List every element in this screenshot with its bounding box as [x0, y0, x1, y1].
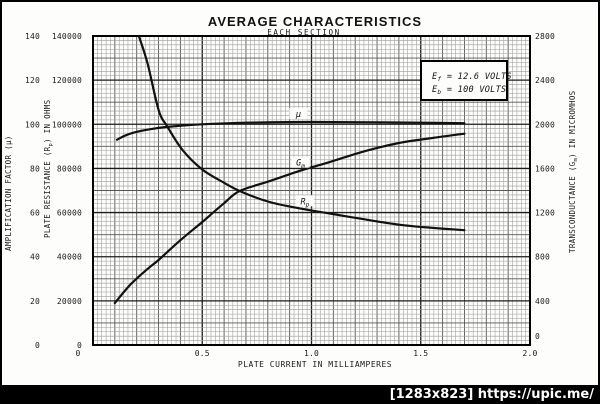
plot-frame	[92, 35, 531, 346]
tick-amplification: 60	[30, 209, 40, 218]
tick-transconductance: 2000	[535, 120, 555, 129]
tick-plate-resistance: 20000	[57, 297, 82, 306]
axis-title-amplification-factor: AMPLIFICATION FACTOR (μ)	[4, 135, 13, 251]
tick-plate-resistance: 0	[77, 341, 82, 350]
legend-condition-1: Ef = 12.6 VOLTS	[432, 72, 512, 83]
tick-plate-current: 0.5	[195, 349, 210, 358]
curve-label-rp: Rp	[301, 197, 310, 208]
curve-label-mu: μ	[295, 110, 301, 120]
legend-box-frame	[420, 60, 508, 101]
tick-transconductance: 0	[535, 332, 540, 341]
chart-subtitle: EACH SECTION	[267, 28, 340, 37]
curve-rp	[137, 34, 466, 232]
legend-condition-2: Eb = 100 VOLTS	[432, 85, 506, 96]
tick-amplification: 0	[35, 341, 40, 350]
tick-plate-current: 0	[75, 349, 80, 358]
curve-label-patch-rp	[295, 195, 314, 207]
tick-amplification: 20	[30, 297, 40, 306]
tick-transconductance: 800	[535, 253, 550, 262]
tick-plate-resistance: 100000	[52, 120, 82, 129]
tick-plate-resistance: 120000	[52, 76, 82, 85]
tick-plate-current: 1.5	[413, 349, 428, 358]
tick-transconductance: 400	[535, 297, 550, 306]
chart-title: AVERAGE CHARACTERISTICS	[208, 14, 422, 29]
tick-amplification: 100	[25, 120, 40, 129]
curve-mu	[115, 120, 466, 141]
tick-transconductance: 2800	[535, 32, 555, 41]
watermark-bar: [1283x823] https://upic.me/	[0, 385, 600, 404]
tick-plate-resistance: 140000	[52, 32, 82, 41]
tick-amplification: 40	[30, 253, 40, 262]
legend-box: Ef = 12.6 VOLTS Eb = 100 VOLTS	[420, 60, 512, 101]
curve-label-patch-gm	[291, 156, 310, 168]
tick-amplification: 140	[25, 32, 40, 41]
tick-amplification: 120	[25, 76, 40, 85]
chart-svg: AVERAGE CHARACTERISTICS EACH SECTION 0 20…	[4, 14, 579, 369]
tick-amplification: 80	[30, 164, 40, 173]
curves	[113, 34, 466, 305]
x-axis-title: PLATE CURRENT IN MILLIAMPERES	[238, 360, 392, 369]
tick-plate-current: 2.0	[522, 349, 537, 358]
tick-plate-resistance: 60000	[57, 209, 82, 218]
curve-label-patch-mu	[289, 108, 308, 120]
tick-transconductance: 1200	[535, 209, 555, 218]
tick-transconductance: 1600	[535, 164, 555, 173]
tick-plate-resistance: 80000	[57, 164, 82, 173]
tick-transconductance: 2400	[535, 76, 555, 85]
tick-plate-resistance: 40000	[57, 253, 82, 262]
curve-label-gm: Gm	[296, 159, 305, 170]
watermark-text: [1283x823] https://upic.me/	[389, 387, 594, 402]
axis-title-transconductance: TRANSCONDUCTANCE (Gm) IN MICROMHOS	[568, 90, 579, 253]
axis-tick-labels: 0204060801001201400200004000060000800001…	[25, 32, 555, 358]
axis-title-plate-resistance: PLATE RESISTANCE (Rp) IN OHMS	[43, 99, 54, 238]
curve-labels: μ Gm Rp	[289, 108, 314, 209]
tick-plate-current: 1.0	[304, 349, 319, 358]
